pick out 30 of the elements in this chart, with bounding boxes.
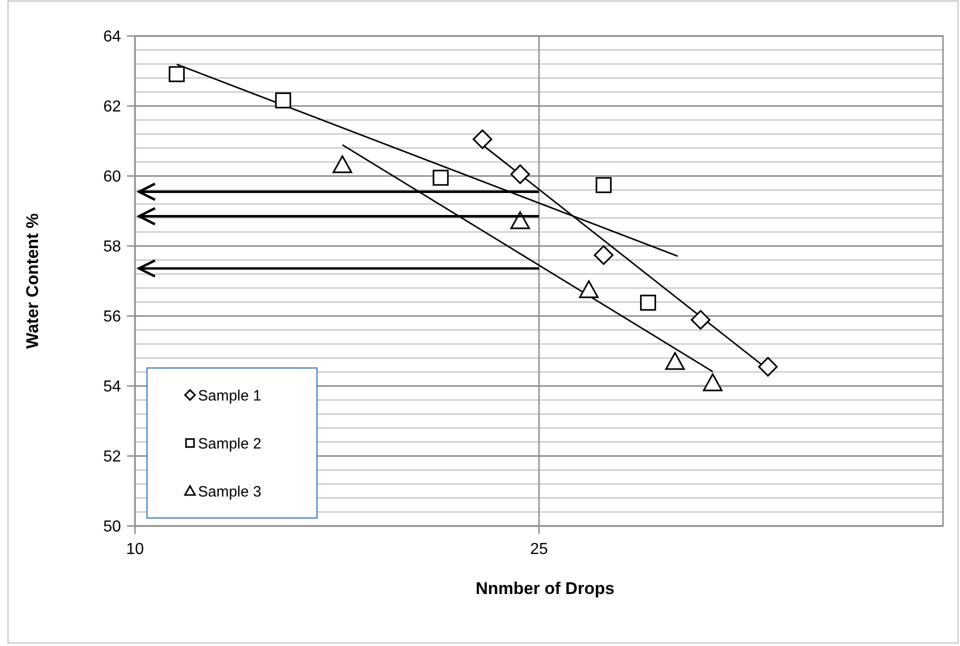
y-tick-label: 52 bbox=[103, 448, 122, 466]
y-tick-label: 60 bbox=[103, 168, 122, 186]
point bbox=[168, 66, 185, 82]
x-tick-label: 25 bbox=[530, 541, 548, 558]
x-axis-title: Nnmber of Drops bbox=[476, 579, 614, 598]
y-tick-label: 58 bbox=[103, 238, 122, 256]
legend-label: Sample 3 bbox=[198, 483, 262, 500]
point bbox=[510, 211, 530, 230]
point bbox=[690, 310, 710, 330]
y-tick-label: 56 bbox=[103, 308, 122, 326]
point bbox=[702, 373, 723, 392]
y-tick-label: 50 bbox=[103, 518, 122, 536]
point bbox=[665, 352, 685, 370]
x-tick-label: 10 bbox=[126, 541, 144, 558]
legend-label: Sample 1 bbox=[198, 387, 262, 404]
y-tick-label: 62 bbox=[103, 98, 122, 116]
point bbox=[332, 155, 352, 174]
legend-label: Sample 2 bbox=[198, 435, 262, 452]
point bbox=[640, 294, 656, 311]
point bbox=[579, 280, 599, 298]
y-tick-label: 64 bbox=[103, 28, 122, 46]
y-tick-label: 54 bbox=[103, 378, 122, 396]
point bbox=[472, 129, 492, 150]
point bbox=[594, 245, 614, 265]
point bbox=[596, 177, 612, 194]
y-axis-title: Water Content % bbox=[23, 213, 42, 349]
point bbox=[758, 356, 778, 377]
point bbox=[432, 170, 449, 186]
point bbox=[510, 164, 530, 184]
point bbox=[275, 92, 292, 108]
